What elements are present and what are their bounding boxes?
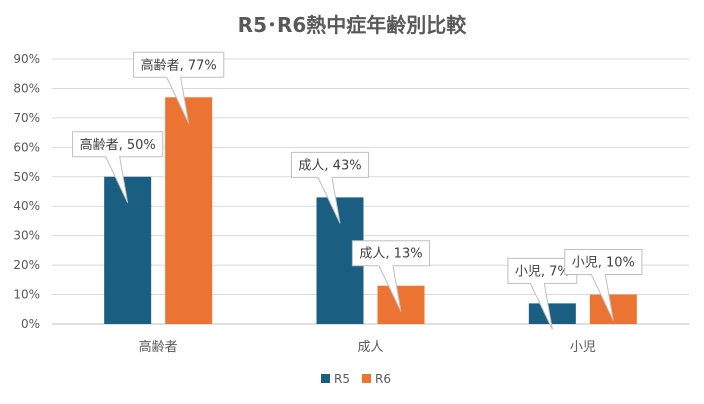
- y-tick-label: 10%: [13, 288, 40, 302]
- legend-swatch: [362, 374, 371, 383]
- data-label-text: 高齢者, 50%: [80, 137, 156, 153]
- legend-swatch: [321, 374, 330, 383]
- data-label: 成人, 13%: [351, 240, 431, 312]
- chart-title: R5･R6熱中症年齢別比較: [238, 13, 468, 37]
- y-tick-label: 80%: [13, 81, 40, 95]
- data-label: 成人, 43%: [290, 151, 370, 224]
- data-label-text: 高齢者, 77%: [141, 57, 217, 73]
- y-tick-label: 50%: [13, 170, 40, 184]
- x-category-label: 成人: [357, 340, 383, 355]
- y-tick-label: 0%: [21, 317, 40, 331]
- data-label: 高齢者, 50%: [72, 131, 164, 203]
- legend-label: R6: [375, 372, 391, 386]
- data-label-callout: [290, 151, 370, 224]
- bar-r6: [377, 285, 425, 324]
- data-label-text: 成人, 13%: [359, 247, 422, 262]
- y-tick-label: 60%: [13, 140, 40, 154]
- y-axis-labels: 0% 10% 20% 30% 40% 50% 60% 70% 80% 90%: [13, 52, 40, 331]
- data-labels: 高齢者, 50% 高齢者, 77% 成人, 43% 成人, 13% 小児, 7%小児, …: [72, 51, 643, 330]
- x-axis-labels: 高齢者 成人 小児: [139, 339, 596, 355]
- data-label-text: 小児, 7%: [515, 264, 570, 279]
- data-label-callout: [133, 51, 225, 124]
- y-tick-label: 30%: [13, 229, 40, 243]
- data-label-text: 成人, 43%: [298, 158, 361, 173]
- x-category-label: 小児: [570, 340, 596, 355]
- data-label-text: 小児, 10%: [572, 256, 635, 271]
- bar-r6: [165, 97, 213, 325]
- data-label-callout: [351, 240, 431, 312]
- data-label: 小児, 7%: [507, 257, 578, 330]
- y-tick-label: 70%: [13, 111, 40, 125]
- data-label: 小児, 10%: [564, 249, 643, 321]
- y-tick-label: 40%: [13, 199, 40, 213]
- x-category-label: 高齢者: [139, 339, 178, 355]
- bar-r5: [528, 303, 576, 324]
- bars: [104, 97, 637, 325]
- legend-label: R5: [334, 372, 350, 386]
- y-tick-label: 20%: [13, 258, 40, 272]
- data-label: 高齢者, 77%: [133, 51, 225, 124]
- data-label-callout: [564, 249, 643, 321]
- bar-r5: [104, 176, 152, 324]
- legend: R5 R6: [321, 372, 391, 386]
- data-label-callout: [72, 131, 164, 203]
- y-tick-label: 90%: [13, 52, 40, 66]
